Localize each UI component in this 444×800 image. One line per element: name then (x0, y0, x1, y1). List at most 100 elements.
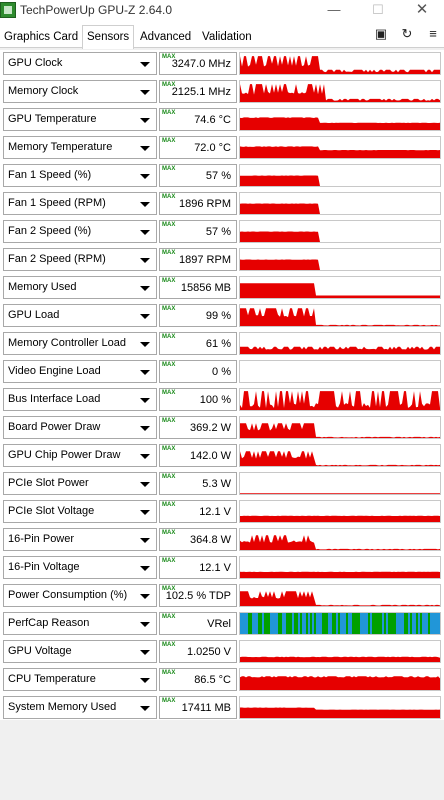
sensor-name-dropdown[interactable]: 16-Pin Power (3, 528, 157, 551)
perfcap-segment (380, 613, 382, 634)
tab-advanced[interactable]: Advanced (140, 31, 192, 43)
sensor-name-dropdown[interactable]: Board Power Draw (3, 416, 157, 439)
max-badge: MAX (162, 446, 176, 452)
tab-graphics-card[interactable]: Graphics Card (4, 31, 79, 43)
sensor-graph-area (240, 308, 440, 326)
sensor-name-dropdown[interactable]: Fan 1 Speed (RPM) (3, 192, 157, 215)
perfcap-segment (408, 613, 410, 634)
sensor-value-field: MAX 369.2 W (159, 416, 237, 439)
perfcap-segment (428, 613, 430, 634)
sensor-value: 102.5 % TDP (165, 590, 231, 602)
sensor-name-dropdown[interactable]: GPU Clock (3, 52, 157, 75)
sensor-name-dropdown[interactable]: GPU Temperature (3, 108, 157, 131)
perfcap-segment (286, 613, 288, 634)
sensor-name: GPU Voltage (8, 645, 72, 657)
tab-bar: Graphics Card Sensors Advanced Validatio… (0, 22, 444, 49)
perfcap-segment (370, 613, 372, 634)
sensor-name-dropdown[interactable]: GPU Voltage (3, 640, 157, 663)
sensor-graph-area (240, 493, 440, 494)
perfcap-segment (410, 613, 412, 634)
sensor-graph-plot (240, 571, 440, 578)
perfcap-segment (432, 613, 434, 634)
sensor-name-dropdown[interactable]: GPU Chip Power Draw (3, 444, 157, 467)
sensor-value: 1897 RPM (179, 254, 231, 266)
max-badge: MAX (162, 614, 176, 620)
perfcap-segment (356, 613, 358, 634)
sensor-value-field: MAX 100 % (159, 388, 237, 411)
sensor-name-dropdown[interactable]: System Memory Used (3, 696, 157, 719)
dropdown-arrow-icon (140, 650, 150, 655)
sensor-name-dropdown[interactable]: Memory Temperature (3, 136, 157, 159)
sensor-value: 1896 RPM (179, 198, 231, 210)
sensor-name-dropdown[interactable]: Power Consumption (%) (3, 584, 157, 607)
sensor-name-dropdown[interactable]: Fan 1 Speed (%) (3, 164, 157, 187)
dropdown-arrow-icon (140, 370, 150, 375)
sensor-name-dropdown[interactable]: Bus Interface Load (3, 388, 157, 411)
perfcap-segment (406, 613, 408, 634)
dropdown-arrow-icon (140, 146, 150, 151)
sensor-graph-area (240, 707, 440, 718)
sensor-graph-plot (240, 361, 440, 382)
sensor-name-dropdown[interactable]: PCIe Slot Voltage (3, 500, 157, 523)
sensor-row: GPU Temperature MAX 74.6 °C (0, 106, 444, 133)
perfcap-segment (372, 613, 374, 634)
sensor-value: 100 % (199, 394, 231, 406)
tab-sensors[interactable]: Sensors (82, 25, 135, 49)
minimize-button[interactable]: — (327, 2, 341, 17)
dropdown-arrow-icon (140, 286, 150, 291)
perfcap-segment (360, 613, 362, 634)
max-badge: MAX (162, 306, 176, 312)
sensor-name-dropdown[interactable]: 16-Pin Voltage (3, 556, 157, 579)
sensor-name-dropdown[interactable]: GPU Load (3, 304, 157, 327)
close-button[interactable]: ✕ (415, 1, 429, 18)
perfcap-segment (296, 613, 298, 634)
sensor-name-dropdown[interactable]: CPU Temperature (3, 668, 157, 691)
sensor-name: CPU Temperature (8, 673, 96, 685)
sensor-graph-area (240, 451, 440, 466)
maximize-button[interactable]: ☐ (372, 2, 384, 17)
sensor-name-dropdown[interactable]: Memory Controller Load (3, 332, 157, 355)
sensor-row: Fan 1 Speed (%) MAX 57 % (0, 162, 444, 189)
menu-icon[interactable]: ≡ (429, 26, 437, 41)
sensor-graph-area (240, 146, 440, 158)
perfcap-segment (362, 613, 364, 634)
perfcap-segment (270, 613, 272, 634)
perfcap-segment (348, 613, 350, 634)
sensor-graph-area (240, 203, 440, 214)
sensor-graph-plot (240, 676, 440, 690)
sensor-name-dropdown[interactable]: Fan 2 Speed (RPM) (3, 248, 157, 271)
sensor-graph-plot (240, 259, 440, 270)
sensor-value: 72.0 °C (194, 142, 231, 154)
perfcap-segment (266, 613, 268, 634)
max-badge: MAX (162, 138, 176, 144)
tab-validation[interactable]: Validation (202, 31, 252, 43)
screenshot-camera-icon[interactable]: ▣ (374, 26, 388, 41)
sensor-value-field: MAX 3247.0 MHz (159, 52, 237, 75)
sensor-name-dropdown[interactable]: PCIe Slot Power (3, 472, 157, 495)
sensor-graph (239, 220, 441, 243)
sensor-row: PCIe Slot Power MAX 5.3 W (0, 470, 444, 497)
perfcap-segment (260, 613, 262, 634)
dropdown-arrow-icon (140, 398, 150, 403)
sensor-name-dropdown[interactable]: Memory Clock (3, 80, 157, 103)
perfcap-segment (316, 613, 318, 634)
sensor-value-field: MAX 364.8 W (159, 528, 237, 551)
sensor-name-dropdown[interactable]: Fan 2 Speed (%) (3, 220, 157, 243)
max-badge: MAX (162, 54, 176, 60)
refresh-icon[interactable]: ↻ (401, 26, 413, 41)
sensor-value-field: MAX 142.0 W (159, 444, 237, 467)
sensor-name-dropdown[interactable]: Memory Used (3, 276, 157, 299)
dropdown-arrow-icon (140, 342, 150, 347)
sensor-name-dropdown[interactable]: PerfCap Reason (3, 612, 157, 635)
perfcap-segment (382, 613, 384, 634)
dropdown-arrow-icon (140, 510, 150, 515)
sensor-graph-plot (240, 707, 440, 718)
perfcap-segment (366, 613, 368, 634)
title-bar: TechPowerUp GPU-Z 2.64.0 — ☐ ✕ (0, 0, 444, 22)
sensor-name-dropdown[interactable]: Video Engine Load (3, 360, 157, 383)
perfcap-segment (332, 613, 334, 634)
sensor-row: Board Power Draw MAX 369.2 W (0, 414, 444, 441)
empty-bottom-area (0, 720, 444, 800)
max-badge: MAX (162, 250, 176, 256)
perfcap-segment (396, 613, 398, 634)
